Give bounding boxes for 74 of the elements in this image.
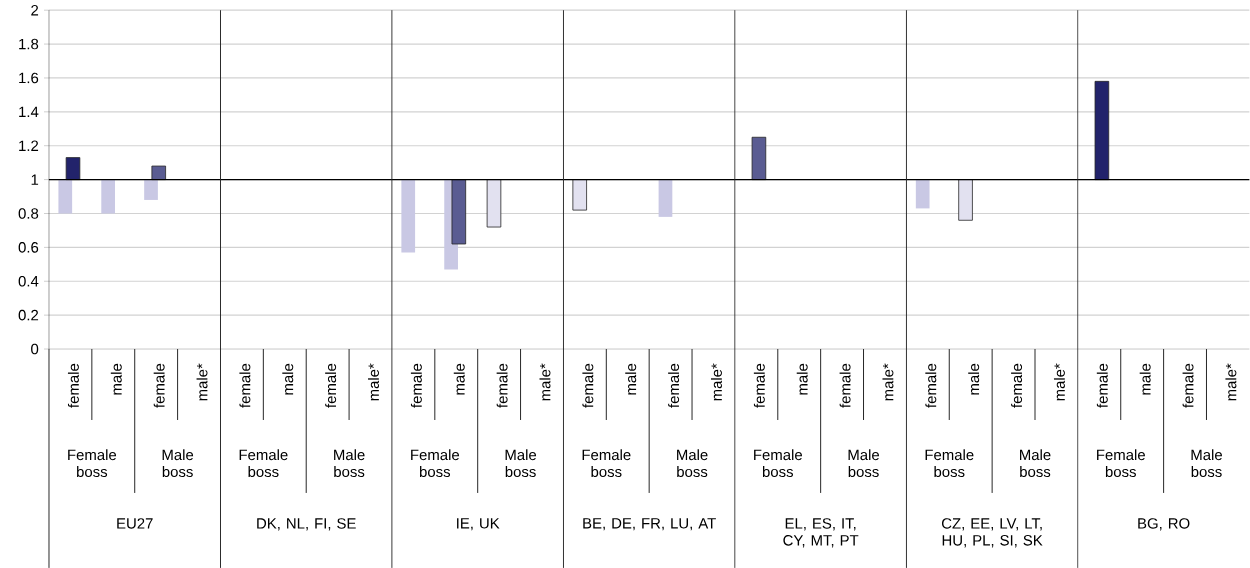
y-tick-label: 1.6 <box>19 72 39 84</box>
text: EU27 <box>117 517 153 529</box>
text: BE, DE, FR, LU, AT <box>583 517 716 531</box>
x-tick-label: male <box>1139 363 1151 395</box>
text: Male boss <box>505 448 537 477</box>
y-tick-label: 0.4 <box>18 275 39 287</box>
x-tick-label: female <box>67 363 79 408</box>
x-tick-label: female <box>1011 363 1023 408</box>
x-tick-label: male <box>625 363 637 395</box>
text: Female boss <box>239 448 288 477</box>
y-tick-label: 0.6 <box>18 241 39 253</box>
y-tick-label: 0.2 <box>18 309 39 321</box>
x-tick-label: male <box>796 363 808 395</box>
text: Female boss <box>68 448 117 477</box>
x-tick-label: male* <box>539 363 551 401</box>
x-tick-label: female <box>153 363 165 408</box>
bar <box>101 179 116 214</box>
y-tick-label: 1 <box>31 174 39 185</box>
x-tick-label: female <box>1096 363 1108 408</box>
x-tick-label: male <box>453 363 465 395</box>
text: BG, RO <box>1138 517 1190 531</box>
text: Female boss <box>411 448 460 477</box>
text: Female boss <box>1097 448 1145 477</box>
x-tick-label: female <box>239 363 251 408</box>
y-tick-label: 1.8 <box>19 38 39 50</box>
y-tick-label: 1.4 <box>19 106 39 117</box>
x-tick-label: female <box>668 363 680 408</box>
x-tick-label: female <box>410 363 422 408</box>
bar <box>58 179 73 214</box>
y-tick-label: 0.8 <box>18 208 39 219</box>
x-tick-label: male* <box>1053 363 1065 401</box>
x-tick-label: male* <box>1225 363 1237 401</box>
x-tick-label: male* <box>882 363 894 401</box>
text: DK, NL, FI, SE <box>257 517 356 531</box>
text: EL, ES, IT, CY, MT, PT <box>783 517 859 548</box>
text: Male boss <box>1191 448 1222 477</box>
bar <box>451 179 467 245</box>
y-tick-label: 2 <box>31 4 39 16</box>
bar <box>486 179 502 228</box>
x-tick-label: female <box>925 363 937 408</box>
x-tick-label: female <box>582 363 594 408</box>
bar <box>915 179 930 209</box>
x-tick-label: male* <box>196 363 208 401</box>
x-tick-label: female <box>753 363 765 408</box>
bar <box>144 179 158 200</box>
text: IE, UK <box>457 517 500 531</box>
bar <box>958 179 973 221</box>
x-tick-label: female <box>839 363 851 408</box>
text: Male boss <box>334 448 365 477</box>
x-tick-label: male* <box>368 363 379 401</box>
x-tick-label: male <box>110 363 122 395</box>
x-tick-label: female <box>325 363 337 408</box>
bar <box>751 136 767 180</box>
text: Male boss <box>848 448 880 477</box>
y-tick-label: 1.2 <box>19 140 39 151</box>
x-tick-label: male* <box>710 363 722 401</box>
text: Female boss <box>925 448 974 477</box>
text: Male boss <box>677 448 708 477</box>
text: Female boss <box>582 448 631 477</box>
text: Male boss <box>162 448 194 477</box>
bar <box>572 179 587 211</box>
text: Male boss <box>1020 448 1051 477</box>
x-tick-label: female <box>496 363 508 408</box>
bar <box>151 165 166 180</box>
x-tick-label: female <box>1182 363 1194 408</box>
text: CZ, EE, LV, LT, HU, PL, SI, SK <box>941 517 1043 548</box>
x-tick-label: male <box>282 363 294 395</box>
x-tick-label: male <box>968 363 980 395</box>
bar <box>658 179 673 217</box>
bar <box>1094 80 1110 180</box>
bar <box>401 179 416 253</box>
text: Female boss <box>754 448 803 477</box>
bar <box>65 156 81 180</box>
y-tick-label: 0 <box>31 343 39 355</box>
